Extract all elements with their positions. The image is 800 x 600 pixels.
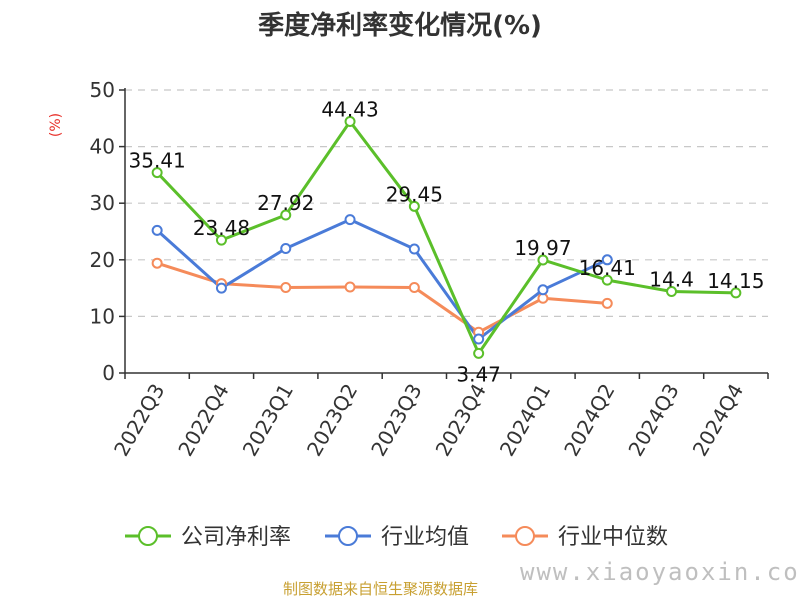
legend-label: 行业中位数 [558, 525, 668, 550]
data-point [344, 116, 356, 128]
y-tick-label: 0 [102, 361, 115, 385]
x-tick-label: 2024Q4 [688, 380, 748, 461]
data-point [473, 347, 485, 359]
data-point [730, 287, 742, 299]
y-tick-label: 50 [90, 78, 115, 102]
grid [125, 89, 768, 317]
watermark: www.xiaoyaoxin.com [520, 558, 800, 586]
data-label: 19.97 [514, 236, 571, 260]
y-tick-label: 30 [90, 191, 115, 215]
series-line [156, 120, 736, 355]
x-tick-label: 2024Q1 [495, 380, 555, 461]
x-tick-label: 2022Q4 [173, 380, 233, 461]
data-point [151, 224, 163, 236]
legend-swatch-marker [138, 526, 158, 546]
legend: 公司净利率 行业均值 行业中位数 [125, 525, 668, 550]
legend-label: 公司净利率 [181, 525, 291, 550]
data-label: 27.92 [257, 191, 314, 215]
data-point [280, 242, 292, 254]
data-point [151, 257, 163, 269]
x-tick-label: 2024Q3 [623, 380, 683, 461]
data-point [280, 209, 292, 221]
data-point [408, 200, 420, 212]
data-point [666, 285, 678, 297]
y-axis-label: (%) [48, 113, 64, 137]
data-label: 44.43 [321, 98, 378, 122]
y-tick-label: 40 [90, 135, 115, 159]
x-tick-label: 2023Q2 [302, 380, 362, 461]
data-point [473, 333, 485, 345]
source-note: 制图数据来自恒生聚源数据库 [283, 580, 479, 598]
data-point [215, 234, 227, 246]
data-label: 29.45 [386, 182, 443, 206]
data-labels: 35.41 23.48 27.92 44.43 29.45 3.47 19.97 16.41 1… [129, 98, 765, 387]
x-tick-label: 2023Q3 [366, 380, 426, 461]
x-tick-label: 2024Q2 [559, 380, 619, 461]
x-tick-label: 2023Q4 [431, 380, 491, 461]
data-label: 14.4 [649, 267, 694, 291]
data-point [537, 254, 549, 266]
data-point [601, 297, 613, 309]
y-tick-label: 20 [90, 248, 115, 272]
series-line [156, 261, 608, 334]
data-point [344, 281, 356, 293]
data-point [344, 214, 356, 226]
x-tick-label: 2022Q3 [109, 380, 169, 461]
data-point [215, 282, 227, 294]
data-point [151, 167, 163, 179]
x-tick-label: 2023Q1 [238, 380, 298, 461]
data-point [280, 282, 292, 294]
data-label: 23.48 [193, 216, 250, 240]
data-point [601, 274, 613, 286]
legend-label: 行业均值 [381, 525, 469, 550]
series-lines [156, 120, 736, 355]
chart-title: 季度净利率变化情况(%) [258, 10, 542, 41]
data-point [601, 254, 613, 266]
series-line [156, 218, 608, 341]
y-tick-label: 10 [90, 304, 115, 328]
data-label: 35.41 [129, 149, 186, 173]
series-points [151, 116, 742, 359]
data-point [408, 282, 420, 294]
data-label: 16.41 [579, 256, 636, 280]
legend-swatch-marker [515, 526, 535, 546]
legend-swatch-marker [338, 526, 358, 546]
data-label: 3.47 [456, 362, 501, 386]
data-point [408, 243, 420, 255]
data-point [537, 284, 549, 296]
data-label: 14.15 [707, 269, 764, 293]
